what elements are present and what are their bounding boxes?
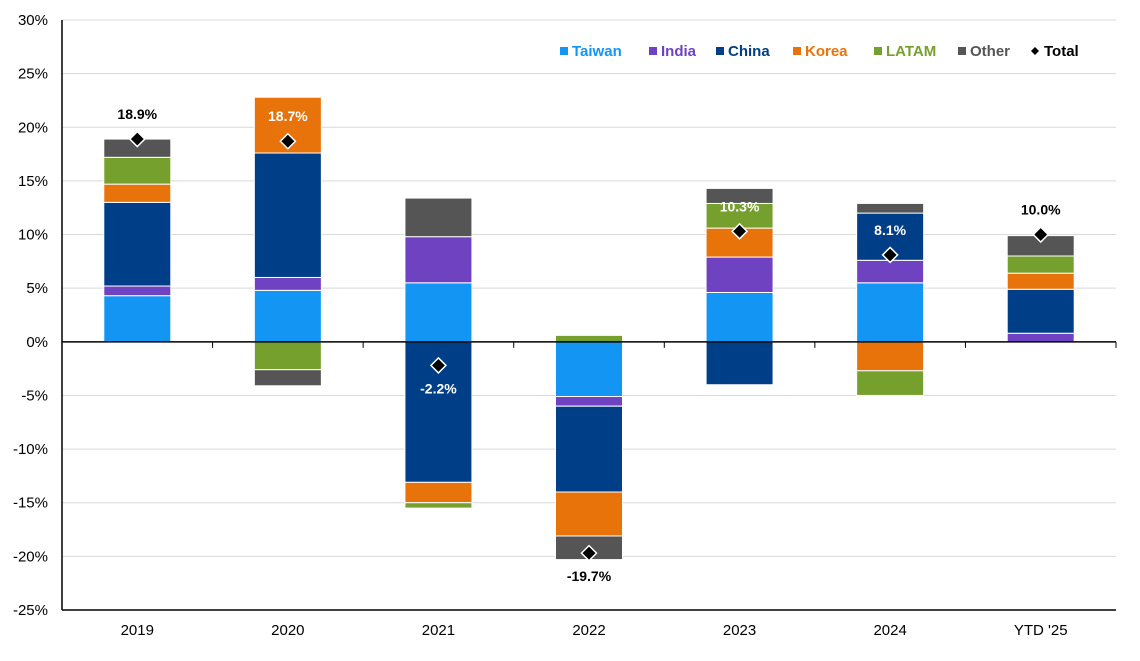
bar-segment-china xyxy=(555,405,623,493)
total-label: 8.1% xyxy=(874,222,906,238)
legend-item-india: India xyxy=(649,43,697,60)
bar-segment-other xyxy=(404,197,473,238)
bar-segment-taiwan xyxy=(404,282,473,343)
y-tick-label: 25% xyxy=(18,66,48,83)
legend-item-taiwan: Taiwan xyxy=(560,43,622,60)
legend-item-latam: LATAM xyxy=(874,43,936,60)
legend-swatch xyxy=(874,47,882,55)
bar-segment-korea xyxy=(856,341,925,372)
total-label: -19.7% xyxy=(567,568,612,584)
bar-segment-other xyxy=(856,202,925,214)
legend-label: India xyxy=(661,43,697,60)
bar-segment-latam xyxy=(705,202,774,229)
bar-segment-china xyxy=(1006,288,1075,334)
x-tick-label: 2020 xyxy=(271,622,304,639)
bar-segment-latam xyxy=(555,334,623,343)
bar-segment-taiwan xyxy=(555,341,623,398)
legend-swatch xyxy=(716,47,724,55)
bar-segment-latam xyxy=(404,502,473,509)
legend-label: Total xyxy=(1044,43,1079,60)
legend-swatch xyxy=(958,47,966,55)
y-tick-label: 20% xyxy=(18,119,48,136)
bar-segment-latam xyxy=(253,341,322,371)
legend-swatch xyxy=(560,47,568,55)
bar-segment-other xyxy=(253,369,322,387)
x-tick-label: 2024 xyxy=(873,622,906,639)
bar-segment-korea xyxy=(103,183,172,203)
total-marker xyxy=(580,544,598,562)
legend: Taiwan India China Korea LATAM Other Total xyxy=(560,43,1079,60)
x-tick-label: 2021 xyxy=(422,622,455,639)
legend-item-china: China xyxy=(716,43,770,60)
bar-segment-india xyxy=(1006,332,1075,343)
y-tick-label: -10% xyxy=(13,441,48,458)
y-tick-label: -25% xyxy=(13,602,48,619)
total-marker xyxy=(881,246,899,264)
x-tick-label: 2019 xyxy=(121,622,154,639)
y-tick-label: 10% xyxy=(18,227,48,244)
bar-segment-india xyxy=(404,236,473,284)
total-marker xyxy=(279,132,297,150)
legend-label: China xyxy=(728,43,770,60)
x-tick-label: 2023 xyxy=(723,622,756,639)
y-tick-label: -5% xyxy=(21,387,48,404)
bar-segment-korea xyxy=(404,481,473,504)
bar-segment-china xyxy=(253,152,322,278)
x-tick-label: 2022 xyxy=(572,622,605,639)
total-label: 18.7% xyxy=(268,108,308,124)
legend-item-korea: Korea xyxy=(793,43,848,60)
bar-segment-korea xyxy=(1006,272,1075,290)
legend-item-total: Total xyxy=(1031,43,1079,60)
bar-segment-other xyxy=(705,187,774,204)
total-marker xyxy=(128,130,146,148)
y-tick-label: 5% xyxy=(26,280,48,297)
y-tick-label: 15% xyxy=(18,173,48,190)
total-markers: 18.9% 18.7% -2.2% -19.7% 10.3% 8.1% 10.0% xyxy=(117,106,1061,584)
bar-segment-latam xyxy=(103,156,172,185)
bar-segment-taiwan xyxy=(856,282,925,343)
total-label: -2.2% xyxy=(420,380,457,396)
legend-label: Taiwan xyxy=(572,43,622,60)
total-marker xyxy=(731,222,749,240)
legend-item-other: Other xyxy=(958,43,1010,60)
y-tick-label: -20% xyxy=(13,548,48,565)
total-marker xyxy=(1032,225,1050,244)
bar-segment-india xyxy=(103,285,172,297)
axes: -25% -20% -15% -10% -5% 0% 5% 10% 15% 20% 25% 30% 20… xyxy=(13,12,1117,639)
total-label: 10.0% xyxy=(1021,202,1061,218)
y-tick-label: 0% xyxy=(26,334,48,351)
bar-segment-taiwan xyxy=(103,295,172,343)
legend-label: Other xyxy=(970,43,1010,60)
total-label: 18.9% xyxy=(117,106,157,122)
bar-segment-china xyxy=(705,341,774,386)
x-tick-label: YTD '25 xyxy=(1014,622,1068,639)
bar-segment-india xyxy=(253,276,322,291)
bars xyxy=(103,96,1075,561)
bar-segment-latam xyxy=(856,370,925,396)
total-marker xyxy=(429,356,447,374)
bar-segment-taiwan xyxy=(705,291,774,343)
y-tick-label: 30% xyxy=(18,12,48,29)
bar-segment-china xyxy=(103,201,172,287)
legend-label: Korea xyxy=(805,43,848,60)
bar-segment-korea xyxy=(555,491,623,537)
legend-swatch xyxy=(649,47,657,55)
legend-swatch xyxy=(1031,47,1039,55)
legend-label: LATAM xyxy=(886,43,936,60)
bar-segment-india xyxy=(856,259,925,284)
legend-swatch xyxy=(793,47,801,55)
bar-segment-taiwan xyxy=(253,289,322,343)
bar-segment-india xyxy=(555,396,623,407)
bar-segment-india xyxy=(705,256,774,293)
total-label: 10.3% xyxy=(720,198,760,214)
y-tick-label: -15% xyxy=(13,495,48,512)
bar-segment-latam xyxy=(1006,255,1075,274)
